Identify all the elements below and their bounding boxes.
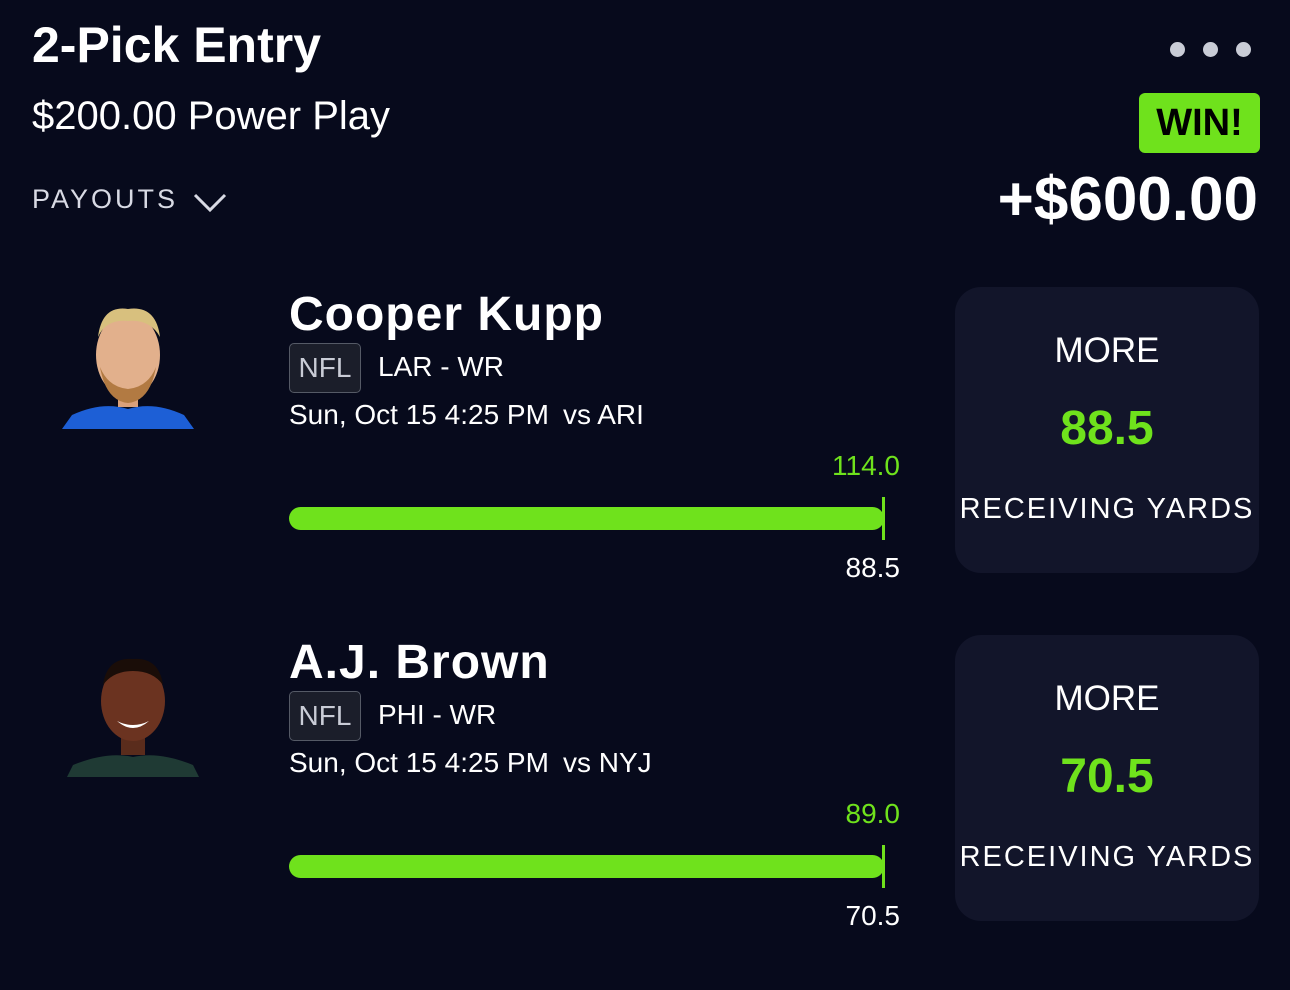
line-marker: [882, 497, 885, 540]
line-value: 88.5: [845, 552, 901, 583]
card-line: 88.5: [1060, 402, 1154, 455]
status-badge: WIN!: [1139, 93, 1260, 153]
stat-type: RECEIVING YARDS: [959, 841, 1255, 873]
payout-amount: +$600.00: [997, 165, 1258, 234]
player-photo: [67, 658, 199, 777]
chevron-icon: [193, 193, 227, 213]
actual-value: 89.0: [845, 798, 901, 829]
actual-value: 114.0: [832, 450, 900, 481]
payouts-toggle[interactable]: PAYOUTS: [32, 184, 228, 215]
league-badge: NFL: [289, 691, 361, 741]
entry-title: 2-Pick Entry: [32, 17, 322, 73]
team-position: PHI - WR: [378, 699, 497, 730]
line-marker: [882, 845, 885, 888]
progress-bar: [289, 507, 884, 530]
stat-type: RECEIVING YARDS: [959, 493, 1255, 525]
payouts-label: PAYOUTS: [32, 184, 179, 214]
pick-card[interactable]: MORE 70.5 RECEIVING YARDS: [955, 635, 1259, 921]
player-name: Cooper Kupp: [289, 288, 604, 341]
team-position: LAR - WR: [378, 351, 504, 382]
pick-row: A.J. Brown NFL PHI - WR Sun, Oct 15 4:25…: [0, 635, 1290, 935]
pick-card[interactable]: MORE 88.5 RECEIVING YARDS: [955, 287, 1259, 573]
card-line: 70.5: [1060, 750, 1154, 803]
player-photo: [62, 308, 194, 429]
more-menu[interactable]: [1170, 42, 1269, 62]
pick-direction: MORE: [1054, 679, 1160, 718]
opponent: vs ARI: [563, 399, 644, 430]
game-time: Sun, Oct 15 4:25 PM: [289, 399, 549, 430]
player-name: A.J. Brown: [289, 636, 550, 689]
entry-subtitle: $200.00 Power Play: [32, 94, 391, 138]
progress-bar: [289, 855, 884, 878]
game-time: Sun, Oct 15 4:25 PM: [289, 747, 549, 778]
league-badge: NFL: [289, 343, 361, 393]
pick-row: Cooper Kupp NFL LAR - WR Sun, Oct 15 4:2…: [0, 287, 1290, 587]
pick-direction: MORE: [1054, 331, 1160, 370]
opponent: vs NYJ: [563, 747, 652, 778]
line-value: 70.5: [845, 900, 901, 931]
